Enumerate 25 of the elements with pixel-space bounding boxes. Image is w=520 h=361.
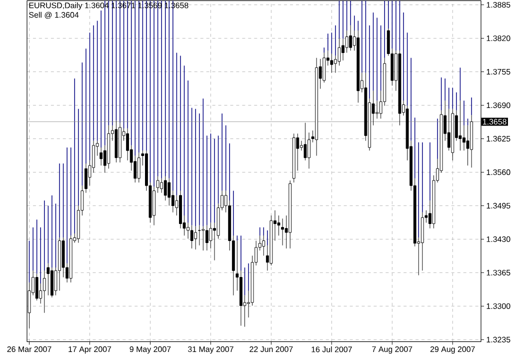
candlestick	[458, 100, 462, 151]
candlestick	[304, 122, 307, 161]
candlestick	[160, 178, 164, 194]
candlestick	[84, 163, 88, 194]
candlestick	[186, 222, 190, 240]
candlestick	[164, 176, 167, 201]
candlestick	[156, 176, 160, 194]
candlestick	[137, 152, 140, 183]
candlestick	[322, 52, 326, 83]
candlestick	[281, 218, 284, 246]
candlestick	[376, 100, 379, 120]
candlestick	[202, 226, 205, 251]
candlestick	[92, 140, 95, 174]
candlestick	[194, 226, 198, 250]
candlestick	[168, 178, 171, 206]
candlestick	[35, 274, 38, 301]
candlestick	[205, 225, 208, 251]
candlestick	[308, 132, 310, 170]
candlestick	[330, 54, 334, 74]
candlestick	[42, 270, 46, 314]
candlestick	[126, 128, 130, 161]
candlestick	[198, 225, 201, 246]
candlestick	[342, 38, 344, 61]
candlestick	[100, 147, 103, 166]
candlestick	[190, 225, 194, 249]
